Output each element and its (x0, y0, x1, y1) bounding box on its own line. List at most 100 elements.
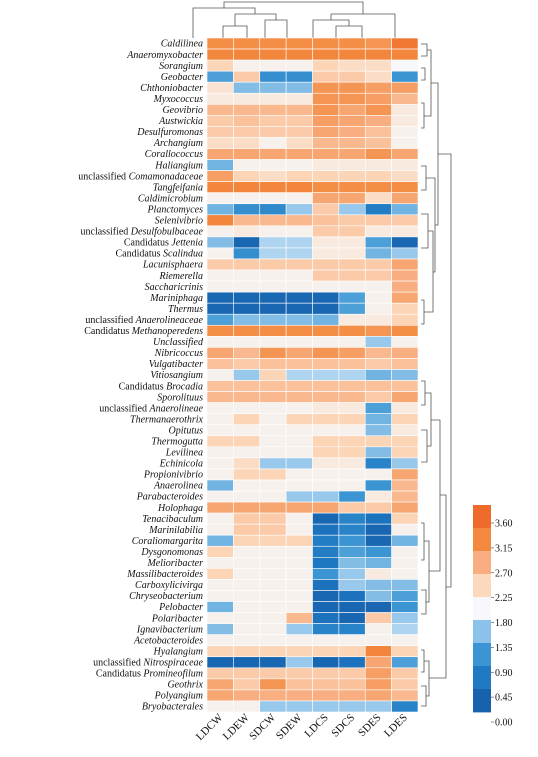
heatmap-cell (338, 214, 366, 227)
row-label-prefix: Candidatus (124, 238, 172, 249)
heatmap-cell (206, 490, 234, 503)
heatmap-cell (391, 545, 419, 558)
heatmap-cell (391, 324, 419, 337)
row-label-name: Selenivibrio (155, 216, 203, 227)
heatmap-cell (338, 258, 366, 271)
heatmap-cell (391, 512, 419, 525)
heatmap-cell (312, 656, 340, 669)
heatmap-cell (364, 545, 392, 558)
color-scale-swatch (473, 574, 491, 598)
row-label: unclassified Anaerolineaceae (85, 315, 203, 326)
heatmap-cell (312, 104, 340, 116)
row-labels: CaldilineaAnaeromyxobacterSorangiumGeoba… (78, 39, 204, 713)
heatmap-cell (312, 59, 340, 72)
heatmap-cell (338, 579, 366, 591)
heatmap-cell (259, 280, 287, 293)
row-label-name: Myxococcus (153, 94, 204, 105)
heatmap-cell (285, 579, 313, 591)
heatmap-cell (206, 391, 234, 403)
heatmap-cell (364, 523, 392, 536)
heatmap-cell (285, 70, 313, 83)
heatmap-cell (206, 192, 234, 205)
heatmap-cell (312, 258, 340, 271)
heatmap-cell (285, 137, 313, 149)
heatmap-cell (233, 302, 261, 315)
heatmap-cell (206, 225, 234, 238)
row-label: Haliangium (154, 160, 203, 171)
color-scale-swatch (473, 551, 491, 575)
heatmap-cell (338, 468, 366, 481)
heatmap-cell (206, 645, 234, 658)
heatmap-cell (259, 291, 287, 304)
heatmap-cell (312, 601, 340, 613)
heatmap-cell (312, 159, 340, 171)
heatmap-cell (391, 37, 419, 50)
heatmap-cell (364, 302, 392, 315)
heatmap-cell (233, 236, 261, 249)
heatmap-cell (285, 645, 313, 658)
heatmap-cell (312, 181, 340, 193)
heatmap-cell (285, 291, 313, 304)
row-label-name: Dysgonomonas (140, 547, 203, 558)
row-label-name: Sorangium (159, 61, 203, 72)
heatmap-cell (259, 501, 287, 514)
heatmap-cell (206, 291, 234, 304)
row-label: Unclassified (153, 337, 204, 348)
row-label-name: Unclassified (153, 337, 204, 348)
heatmap-cell (259, 302, 287, 315)
heatmap-cell (338, 689, 366, 702)
heatmap-cell (259, 236, 287, 249)
heatmap-cell (312, 689, 340, 702)
heatmap-cell (312, 92, 340, 105)
row-label: Candidatus Methanoperedens (84, 326, 203, 337)
heatmap-cell (391, 689, 419, 702)
heatmap-cell (312, 468, 340, 481)
heatmap-cell (206, 435, 234, 448)
heatmap-cell (338, 159, 366, 171)
heatmap-cell (391, 225, 419, 238)
color-scale-tick-label: 0.90 (495, 668, 513, 679)
heatmap-cell (338, 380, 366, 392)
row-label: Selenivibrio (155, 216, 203, 227)
heatmap-cell (206, 534, 234, 547)
heatmap-cell (312, 612, 340, 624)
heatmap-cell (364, 468, 392, 481)
heatmap-cell (312, 700, 340, 713)
row-label-name: Riemerella (158, 271, 203, 282)
heatmap-cell (285, 501, 313, 514)
heatmap-cell (285, 468, 313, 481)
heatmap-cell (338, 48, 366, 61)
heatmap-cell (285, 324, 313, 337)
row-label: Tangfeifania (153, 182, 203, 193)
heatmap-cell (312, 192, 340, 205)
row-label-name: Polyangium (154, 691, 203, 702)
heatmap-cell (285, 159, 313, 171)
heatmap-cell (364, 700, 392, 713)
heatmap-cell (364, 590, 392, 602)
heatmap-cell (338, 557, 366, 569)
heatmap-cell (364, 380, 392, 392)
row-label-name: Acetobacteroides (133, 635, 203, 646)
heatmap-cell (312, 590, 340, 602)
row-label-name: Methanoperedens (131, 326, 203, 337)
heatmap-cell (206, 37, 234, 50)
color-scale-tick-label: 3.60 (495, 519, 513, 530)
row-label-name: Anaerolineae (148, 403, 203, 414)
heatmap-cell (364, 557, 392, 569)
heatmap-cell (259, 612, 287, 624)
row-label: Anaeromyxobacter (126, 50, 203, 61)
heatmap-cell (206, 214, 234, 227)
heatmap-cell (391, 479, 419, 492)
color-scale-tick-label: 3.15 (495, 543, 513, 554)
heatmap-cell (259, 590, 287, 602)
heatmap-cell (338, 568, 366, 580)
heatmap-cell (259, 534, 287, 547)
row-label-name: Caldilinea (161, 39, 203, 50)
heatmap-cell (259, 170, 287, 182)
heatmap-cell (338, 313, 366, 326)
heatmap-cell (391, 402, 419, 414)
heatmap-cell (338, 479, 366, 492)
heatmap-cell (285, 634, 313, 647)
heatmap-cell (338, 92, 366, 105)
